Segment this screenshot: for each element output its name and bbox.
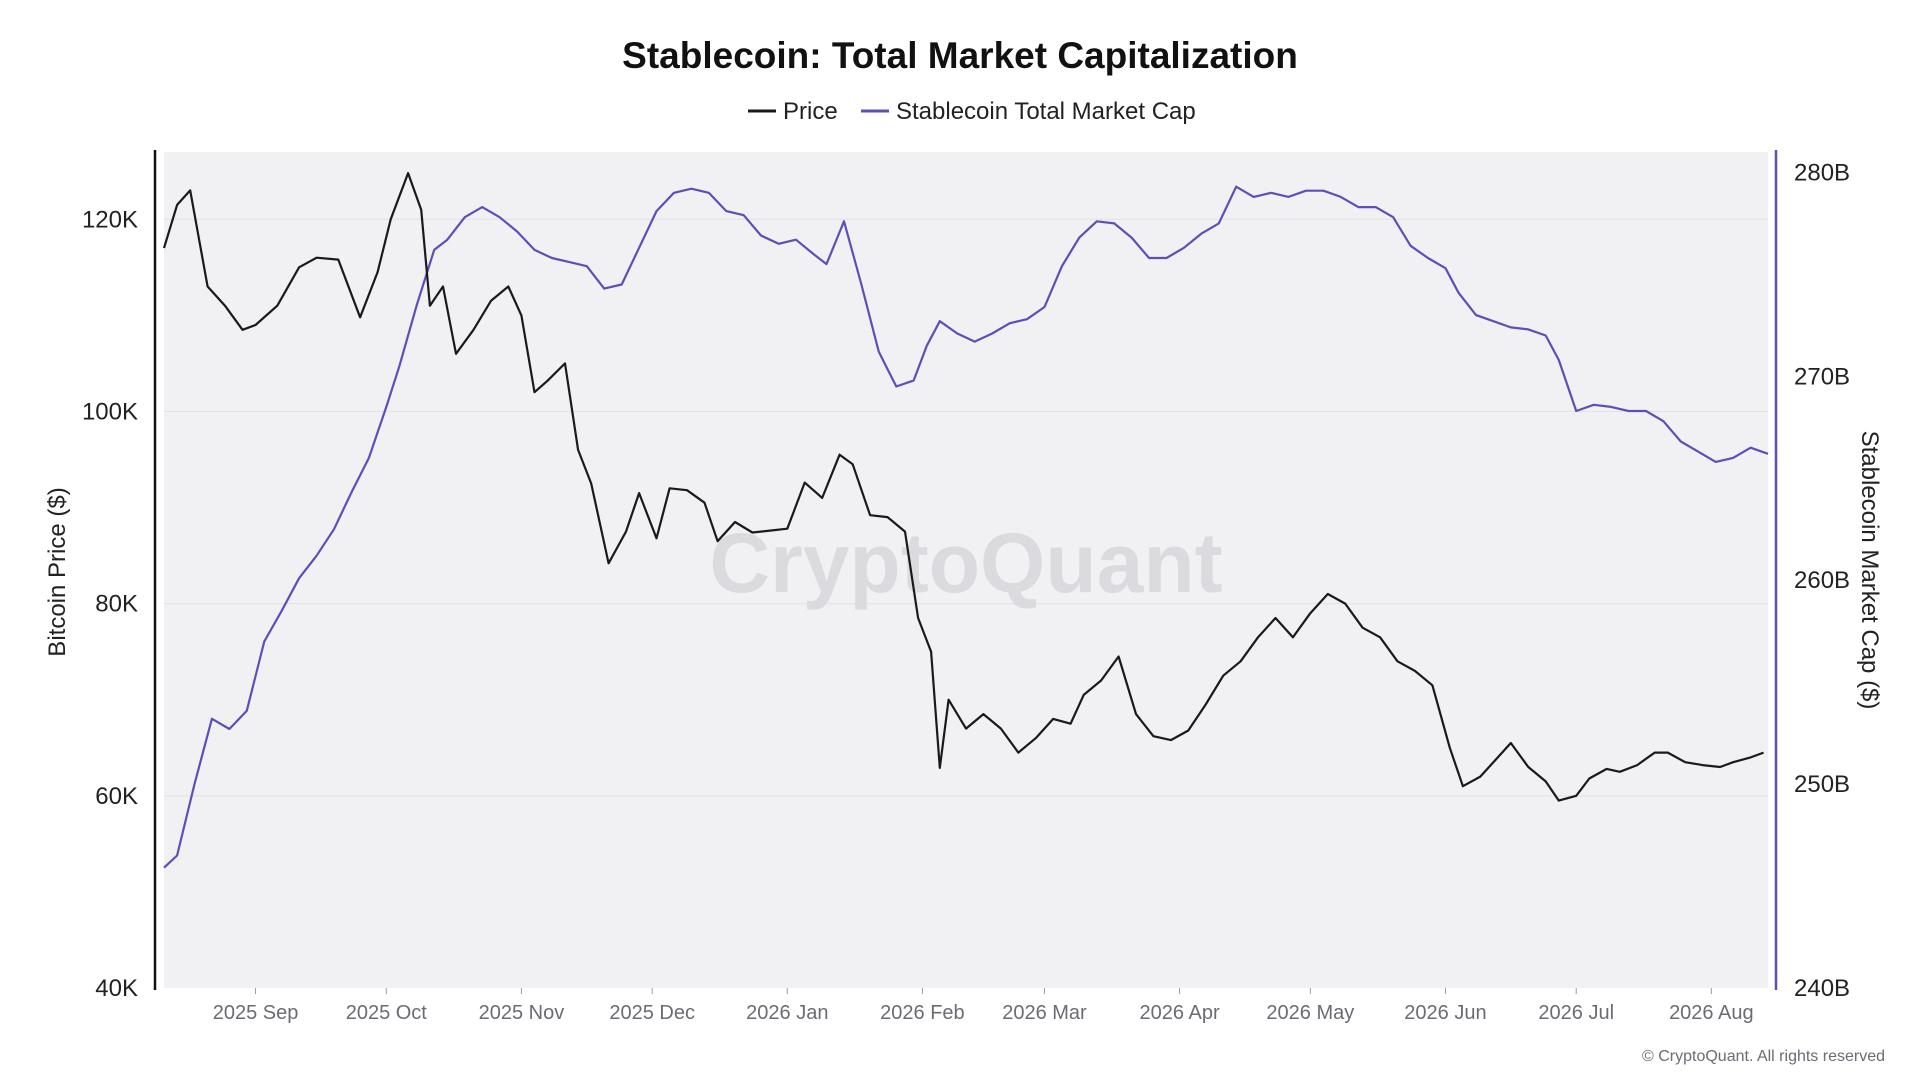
y-left-tick-label: 40K <box>95 975 138 1002</box>
legend-label-market-cap: Stablecoin Total Market Cap <box>896 98 1196 125</box>
gridlines <box>164 218 1768 797</box>
legend: Price Stablecoin Total Market Cap <box>748 98 1196 125</box>
y-right-tick-label: 240B <box>1794 975 1850 1002</box>
legend-label-price: Price <box>783 98 838 125</box>
axes: 40K 60K 80K 100K 120K 240B 250B 260B 270B 280B 202… <box>82 150 1850 1024</box>
x-tick-label: 2026 Feb <box>880 1002 965 1024</box>
series-line-price[interactable] <box>162 172 1764 802</box>
y-right-tick-label: 280B <box>1794 159 1850 186</box>
x-tick-label: 2026 Apr <box>1140 1002 1220 1024</box>
watermark-logo: CryptoQuant <box>709 516 1222 610</box>
x-tick-label: 2025 Dec <box>609 1002 695 1024</box>
plot-area <box>164 152 1768 988</box>
y-left-tick-label: 60K <box>95 783 138 810</box>
x-tick-label: 2026 Jul <box>1538 1002 1614 1024</box>
y-left-tick-label: 80K <box>95 591 138 618</box>
x-tick-label: 2025 Nov <box>479 1002 565 1024</box>
x-tick-label: 2026 Jan <box>746 1002 828 1024</box>
y-right-tick-label: 270B <box>1794 363 1850 390</box>
x-tick-label: 2026 Aug <box>1669 1002 1754 1024</box>
copyright-text: © CryptoQuant. All rights reserved <box>1642 1048 1885 1065</box>
y-left-tick-label: 120K <box>82 206 138 233</box>
legend-item-price[interactable]: Price <box>748 98 838 125</box>
chart-title: Stablecoin: Total Market Capitalization <box>622 35 1298 76</box>
x-tick-label: 2026 Jun <box>1404 1002 1486 1024</box>
y-axis-right-title: Stablecoin Market Cap ($) <box>1856 431 1883 710</box>
y-right-tick-label: 250B <box>1794 771 1850 798</box>
y-right-tick-label: 260B <box>1794 567 1850 594</box>
y-left-tick-label: 100K <box>82 398 138 425</box>
series-line-market-cap[interactable] <box>163 185 1769 869</box>
x-tick-label: 2026 May <box>1266 1002 1354 1024</box>
x-tick-label: 2026 Mar <box>1002 1002 1087 1024</box>
y-axis-left-title: Bitcoin Price ($) <box>44 487 71 656</box>
legend-item-market-cap[interactable]: Stablecoin Total Market Cap <box>861 98 1196 125</box>
x-tick-label: 2025 Sep <box>213 1002 299 1024</box>
x-tick-label: 2025 Oct <box>346 1002 428 1024</box>
series-layer <box>162 172 1769 869</box>
